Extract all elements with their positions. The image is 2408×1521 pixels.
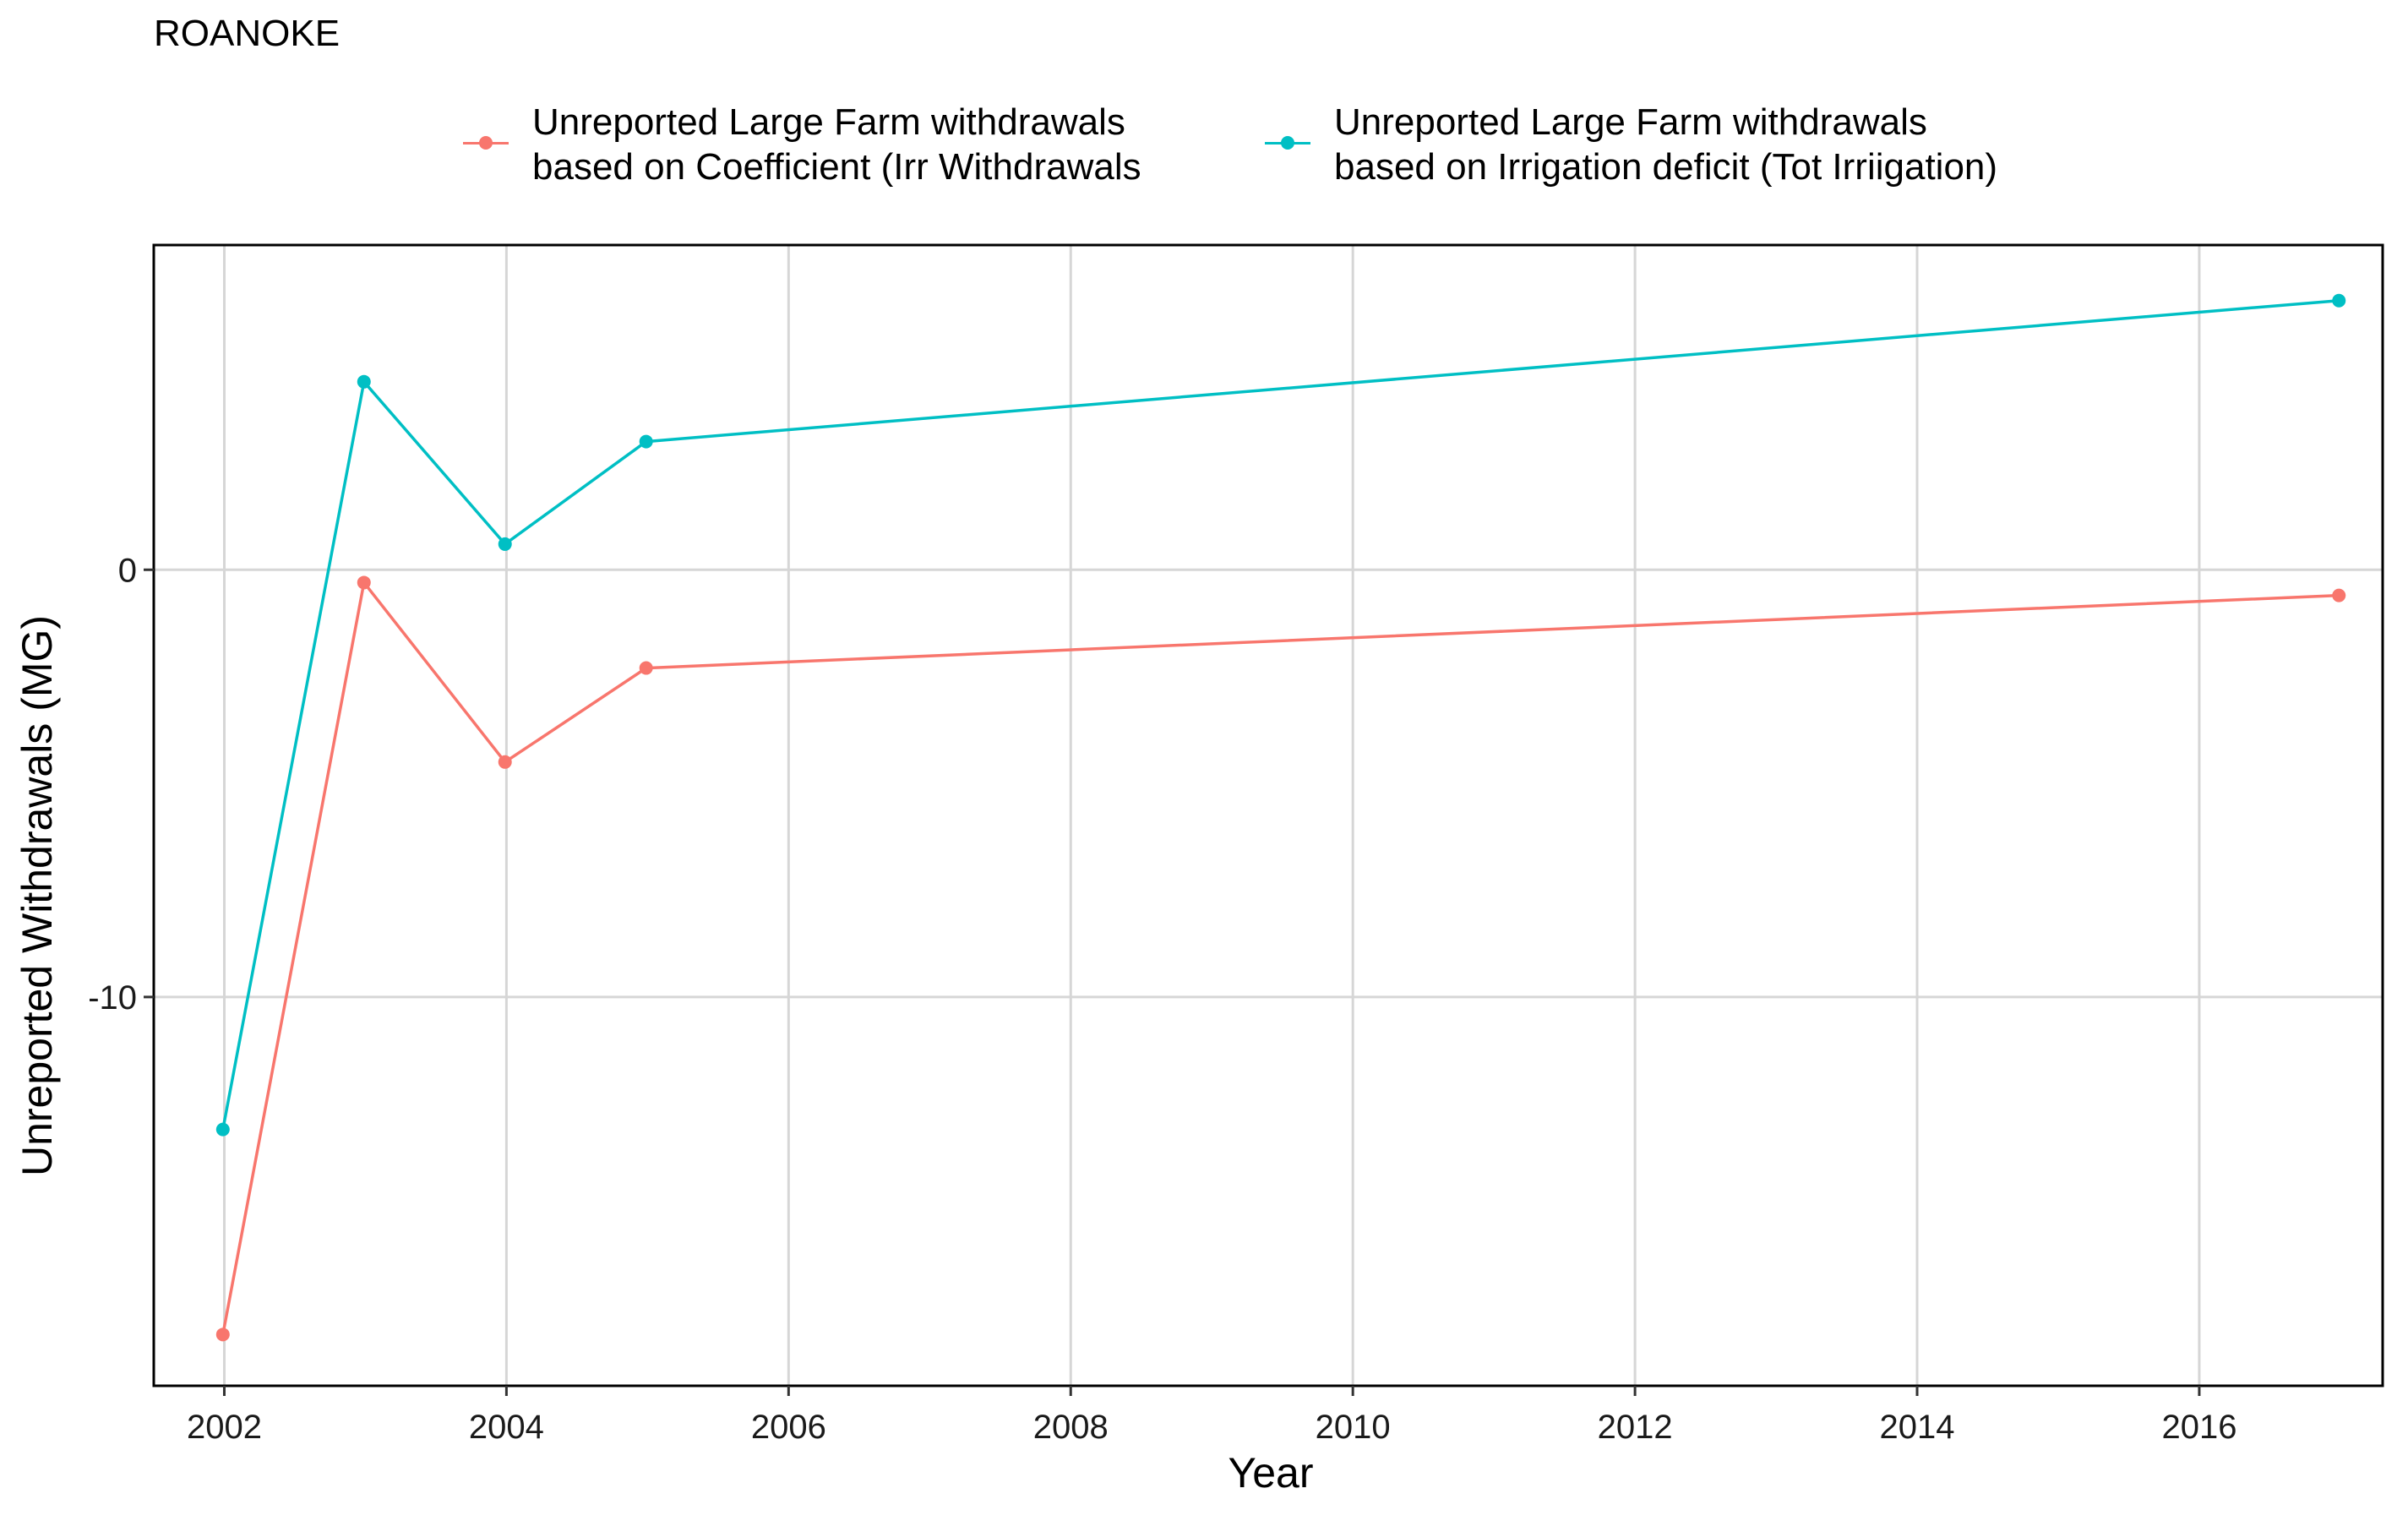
series-line-1 — [221, 298, 2340, 1130]
x-axis-title: Year — [1228, 1449, 1314, 1496]
chart-title: ROANOKE — [154, 13, 340, 54]
x-tick-label: 2010 — [1316, 1409, 1391, 1446]
x-tick-label: 2016 — [2161, 1409, 2236, 1446]
data-point-series-1 — [639, 434, 653, 449]
x-tick-label: 2002 — [187, 1409, 262, 1446]
series-layer — [215, 293, 2346, 1342]
axes: 2002 2004 2006 2008 2010 2012 2014 2016 -10 0 — [88, 552, 2236, 1446]
data-point-series-0 — [639, 661, 653, 675]
legend-label-line-1: Unreported Large Farm withdrawals — [532, 101, 1125, 143]
data-point-series-1 — [357, 374, 371, 389]
legend-key-irrigation-deficit — [1263, 100, 1312, 184]
legend-label-line-2: based on Irrigation deficit (Tot Irriiga… — [1334, 146, 1998, 188]
x-tick-label: 2006 — [751, 1409, 826, 1446]
data-point-series-1 — [498, 537, 512, 551]
series-line-0 — [221, 581, 2340, 1335]
data-point-series-0 — [215, 1327, 230, 1342]
legend-key-coefficient — [461, 100, 510, 184]
grid — [154, 245, 2383, 1386]
legend-item-coefficient: Unreported Large Farm withdrawals based … — [461, 100, 1141, 189]
legend-item-irrigation-deficit: Unreported Large Farm withdrawals based … — [1263, 100, 1997, 189]
data-point-series-0 — [357, 575, 371, 590]
y-tick-label: 0 — [118, 552, 137, 589]
legend-dot-coefficient — [479, 136, 493, 150]
legend-dot-irrigation-deficit — [1281, 136, 1294, 150]
x-tick-label: 2008 — [1033, 1409, 1109, 1446]
legend-label-line-2: based on Coefficient (Irr Withdrawals — [532, 146, 1141, 188]
x-tick-label: 2004 — [469, 1409, 544, 1446]
panel-border — [152, 243, 2384, 1387]
legend-label-irrigation-deficit: Unreported Large Farm withdrawals based … — [1334, 100, 1997, 189]
data-point-series-1 — [215, 1122, 230, 1137]
data-point-series-1 — [2332, 293, 2346, 308]
legend-label-line-1: Unreported Large Farm withdrawals — [1334, 101, 1927, 143]
data-point-series-0 — [2332, 588, 2346, 602]
y-axis-title: Unreported Withdrawals (MG) — [14, 614, 61, 1177]
legend-label-coefficient: Unreported Large Farm withdrawals based … — [532, 100, 1141, 189]
data-point-series-0 — [498, 755, 512, 769]
y-tick-label: -10 — [88, 979, 137, 1017]
x-tick-label: 2012 — [1598, 1409, 1673, 1446]
x-tick-label: 2014 — [1880, 1409, 1955, 1446]
